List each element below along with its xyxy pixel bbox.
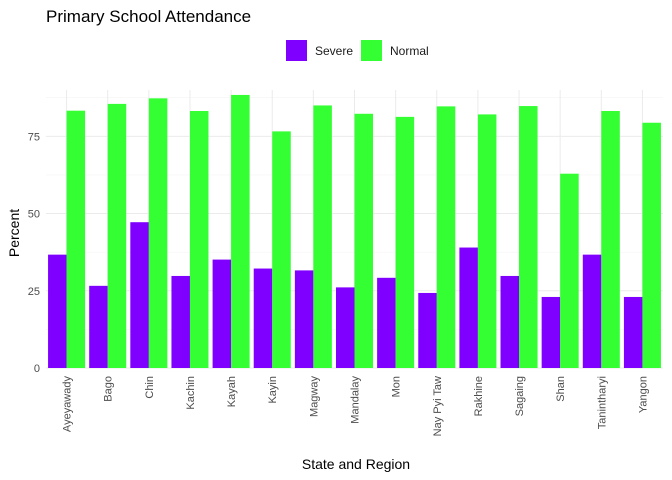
x-tick-label: Shan bbox=[555, 376, 567, 402]
bar-normal-yangon bbox=[642, 122, 661, 369]
bar-severe-magway bbox=[294, 270, 314, 368]
bar-severe-rakhine bbox=[459, 247, 478, 368]
legend-label-severe: Severe bbox=[315, 44, 353, 58]
x-axis-ticks: Ayeyawady Bago Chin Kachin Kayah Kayin Magway M… bbox=[62, 376, 650, 437]
bar-severe-kayin bbox=[253, 268, 273, 368]
bar-severe-kayah bbox=[212, 259, 232, 368]
bar-severe-mon bbox=[377, 277, 396, 368]
bar-severe-nay-pyi-taw bbox=[418, 292, 437, 368]
bar-normal-mandalay bbox=[354, 113, 374, 368]
x-tick-label: Kayah bbox=[226, 376, 238, 407]
x-tick-label: Magway bbox=[308, 376, 320, 417]
legend-swatch-normal bbox=[361, 40, 382, 61]
x-tick-label: Mon bbox=[391, 376, 403, 397]
x-tick-label: Kachin bbox=[185, 376, 197, 410]
bar-severe-yangon bbox=[623, 296, 643, 368]
bar-severe-mandalay bbox=[335, 287, 355, 368]
bar-normal-shan bbox=[560, 173, 579, 368]
x-tick-label: Yangon bbox=[637, 376, 649, 413]
x-tick-label: Nay Pyi Taw bbox=[432, 376, 444, 436]
x-tick-label: Kayin bbox=[267, 376, 279, 404]
bar-severe-kachin bbox=[171, 275, 190, 368]
y-tick-label: 25 bbox=[28, 286, 40, 298]
bars bbox=[48, 94, 661, 369]
bar-normal-nay-pyi-taw bbox=[436, 106, 456, 369]
bar-normal-kayah bbox=[231, 94, 250, 368]
x-tick-label: Chin bbox=[144, 376, 156, 399]
bar-normal-chin bbox=[148, 98, 168, 368]
y-tick-label: 50 bbox=[28, 209, 40, 221]
bar-normal-rakhine bbox=[477, 114, 497, 368]
x-tick-label: Ayeyawady bbox=[62, 376, 74, 433]
x-tick-label: Sagaing bbox=[514, 376, 526, 416]
chart-title: Primary School Attendance bbox=[46, 7, 251, 26]
x-tick-label: Mandalay bbox=[350, 376, 362, 424]
bar-severe-chin bbox=[130, 222, 149, 368]
bar-severe-tanintharyi bbox=[582, 254, 602, 368]
bar-normal-kachin bbox=[189, 111, 209, 368]
bar-normal-bago bbox=[107, 103, 127, 369]
bar-severe-bago bbox=[89, 285, 108, 368]
bar-normal-sagaing bbox=[519, 106, 538, 368]
y-axis-ticks: 0 25 50 75 bbox=[28, 131, 40, 375]
x-tick-label: Tanintharyi bbox=[596, 376, 608, 429]
bar-severe-sagaing bbox=[500, 275, 520, 368]
bar-severe-shan bbox=[541, 296, 561, 368]
x-tick-label: Rakhine bbox=[473, 376, 485, 416]
y-tick-label: 75 bbox=[28, 131, 40, 143]
bar-severe-ayeyawady bbox=[48, 254, 67, 368]
legend-label-normal: Normal bbox=[390, 44, 429, 58]
bar-normal-magway bbox=[313, 105, 332, 368]
bar-normal-mon bbox=[395, 116, 415, 368]
bar-normal-tanintharyi bbox=[601, 111, 620, 368]
x-tick-label: Bago bbox=[103, 376, 115, 402]
legend: Severe Normal bbox=[286, 40, 429, 61]
bar-normal-ayeyawady bbox=[66, 110, 86, 368]
x-axis-title: State and Region bbox=[302, 456, 410, 472]
legend-swatch-severe bbox=[286, 40, 307, 61]
y-tick-label: 0 bbox=[34, 363, 40, 375]
bar-normal-kayin bbox=[272, 131, 291, 368]
y-axis-title: Percent bbox=[6, 209, 22, 257]
